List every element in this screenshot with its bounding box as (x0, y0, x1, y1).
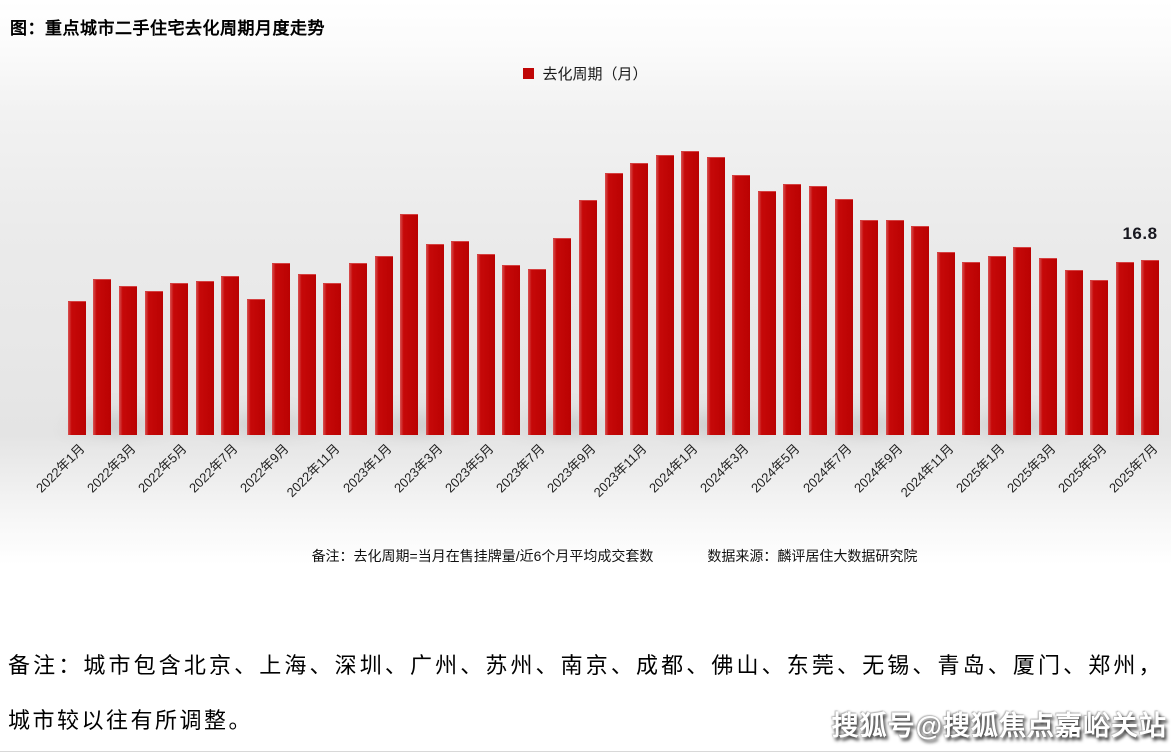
bar-2023年4月 (451, 241, 470, 435)
bar-2022年9月 (272, 263, 291, 435)
bar-2022年12月 (348, 263, 367, 435)
bar-2024年8月 (860, 220, 879, 435)
chart-legend: 去化周期（月） (0, 63, 1171, 84)
bar-2022年5月 (170, 282, 188, 435)
bar-2022年8月 (246, 298, 265, 435)
chart-source: 数据来源：麟评居住大数据研究院 (707, 548, 918, 564)
bar-2024年12月 (962, 262, 981, 435)
bar-2024年10月 (911, 225, 930, 435)
bar-2022年7月 (221, 275, 240, 435)
bar-2022年11月 (323, 282, 342, 435)
bar-2022年4月 (144, 291, 163, 435)
bar-2023年8月 (553, 238, 572, 435)
bar-2023年3月 (425, 244, 444, 435)
bar-2024年5月 (783, 184, 802, 435)
bar-2024年7月 (834, 198, 853, 435)
bar-2022年3月 (118, 286, 137, 435)
bar-2024年1月 (681, 150, 700, 435)
bar-2025年2月 (1013, 246, 1032, 435)
bar-2024年6月 (809, 186, 827, 435)
bar-2024年2月 (706, 156, 725, 435)
bar-2022年1月 (67, 300, 86, 435)
bar-2023年2月 (400, 214, 418, 435)
bar-2024年9月 (885, 220, 904, 435)
legend-swatch-icon (523, 68, 535, 79)
bar-2024年3月 (732, 174, 751, 435)
bar-2025年1月 (987, 255, 1006, 435)
watermark: 搜狐号@搜狐焦点嘉峪关站 (831, 711, 1167, 741)
bottom-divider (0, 751, 1171, 752)
bar-2025年3月 (1039, 257, 1057, 435)
bar-2023年11月 (630, 163, 649, 435)
chart-note: 备注：去化周期=当月在售挂牌量/近6个月平均成交套数 (311, 548, 654, 564)
bar-2022年10月 (297, 273, 316, 435)
last-bar-value-label: 16.8 (1122, 224, 1158, 243)
bar-2022年2月 (93, 278, 112, 435)
chart-notes: 备注：去化周期=当月在售挂牌量/近6个月平均成交套数 数据来源：麟评居住大数据研… (0, 546, 1171, 566)
x-axis: 2022年1月 2022年3月 2022年5月 2022年7月 2022年9月 2022年… (0, 441, 1171, 551)
bar-2025年5月 (1090, 279, 1109, 435)
bar-2025年6月 (1115, 262, 1134, 435)
bar-2025年7月 (1141, 260, 1160, 435)
legend-label: 去化周期（月） (542, 66, 648, 83)
bar-2023年5月 (476, 253, 495, 435)
article-footnote: 备注：城市包含北京、上海、深圳、广州、苏州、南京、成都、佛山、东莞、无锡、青岛、… (8, 640, 1163, 747)
footnote-line-2: 城市较以往有所调整。 (8, 708, 254, 733)
bar-2023年1月 (374, 255, 393, 435)
bar-plot-area (64, 135, 1163, 435)
bar-2023年9月 (578, 199, 597, 435)
bar-2024年11月 (936, 251, 955, 435)
bar-2025年4月 (1064, 270, 1083, 435)
bar-2023年7月 (527, 269, 546, 435)
bar-2022年6月 (195, 280, 214, 435)
bar-2023年6月 (502, 265, 521, 435)
chart-title: 图：重点城市二手住宅去化周期月度走势 (10, 19, 325, 38)
bar-2024年4月 (757, 191, 776, 435)
bar-2023年12月 (655, 154, 674, 435)
footnote-line-1: 备注：城市包含北京、上海、深圳、广州、苏州、南京、成都、佛山、东莞、无锡、青岛、… (8, 653, 1163, 678)
bar-2023年10月 (604, 172, 623, 435)
